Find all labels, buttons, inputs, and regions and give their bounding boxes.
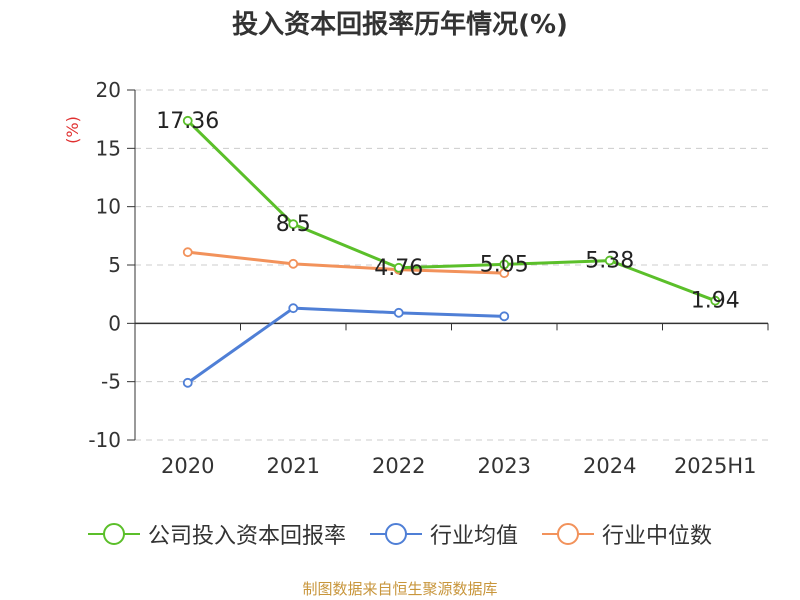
data-label: 4.76 — [374, 256, 423, 281]
series-line — [186, 119, 716, 303]
x-tick-label: 2024 — [583, 454, 636, 478]
data-labels: 17.36 8.5 4.76 5.05 5.38 1.94 — [156, 109, 739, 314]
legend-label: 行业中位数 — [602, 524, 713, 549]
legend: 公司投入资本回报率 行业均值 行业中位数 — [0, 518, 800, 550]
legend-item: 行业中位数 — [542, 518, 712, 550]
data-point — [393, 262, 404, 273]
x-tick-label: 2023 — [478, 454, 531, 478]
data-label: 17.36 — [156, 109, 219, 134]
y-tick-label: 0 — [108, 311, 121, 335]
data-label: 8.5 — [276, 212, 311, 237]
legend-label: 公司投入资本回报率 — [147, 524, 346, 549]
series-line — [187, 250, 505, 275]
series-line — [186, 306, 505, 385]
x-tick-label: 2022 — [372, 454, 425, 478]
data-point — [499, 259, 510, 270]
y-tick-label: 5 — [108, 253, 121, 277]
legend-marker-icon — [87, 521, 140, 547]
data-label: 5.05 — [480, 252, 529, 277]
data-label: 1.94 — [691, 289, 740, 314]
legend-label: 行业均值 — [429, 524, 518, 549]
data-point — [182, 115, 193, 126]
legend-marker-icon — [369, 521, 422, 547]
data-point — [499, 311, 510, 322]
data-point — [182, 247, 193, 258]
data-point — [710, 295, 721, 306]
y-tick-label: -10 — [88, 428, 121, 452]
data-point — [393, 307, 404, 318]
chart-title: 投入资本回报率历年情况(%) — [232, 10, 568, 40]
y-axis-label: (%) — [63, 116, 82, 144]
x-tick-label: 2025H1 — [674, 454, 757, 478]
y-tick-label: 20 — [96, 78, 121, 102]
source-note: 制图数据来自恒生聚源数据库 — [302, 580, 498, 598]
data-point — [288, 258, 299, 269]
axes: 20 15 10 5 0 -5 -10 2020 2021 2022 2023 2024 2025H1 (… — [63, 78, 769, 478]
data-point — [288, 303, 299, 314]
data-label: 5.38 — [585, 249, 634, 274]
y-tick-label: -5 — [101, 370, 121, 394]
data-point — [182, 377, 193, 388]
legend-item: 行业均值 — [369, 518, 518, 550]
legend-marker-icon — [542, 521, 594, 547]
data-point — [604, 255, 615, 266]
x-tick-label: 2020 — [161, 454, 214, 478]
series-lines — [182, 115, 721, 388]
x-tick-label: 2021 — [267, 454, 320, 478]
y-tick-label: 15 — [96, 136, 121, 160]
data-point — [288, 219, 299, 230]
legend-item: 公司投入资本回报率 — [87, 518, 346, 550]
y-tick-label: 10 — [96, 195, 121, 219]
